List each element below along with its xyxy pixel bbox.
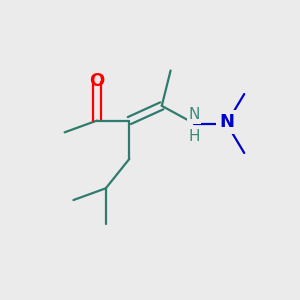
Text: O: O (89, 72, 105, 90)
Text: H: H (188, 129, 200, 144)
Text: N: N (188, 107, 200, 122)
Text: N: N (219, 113, 234, 131)
